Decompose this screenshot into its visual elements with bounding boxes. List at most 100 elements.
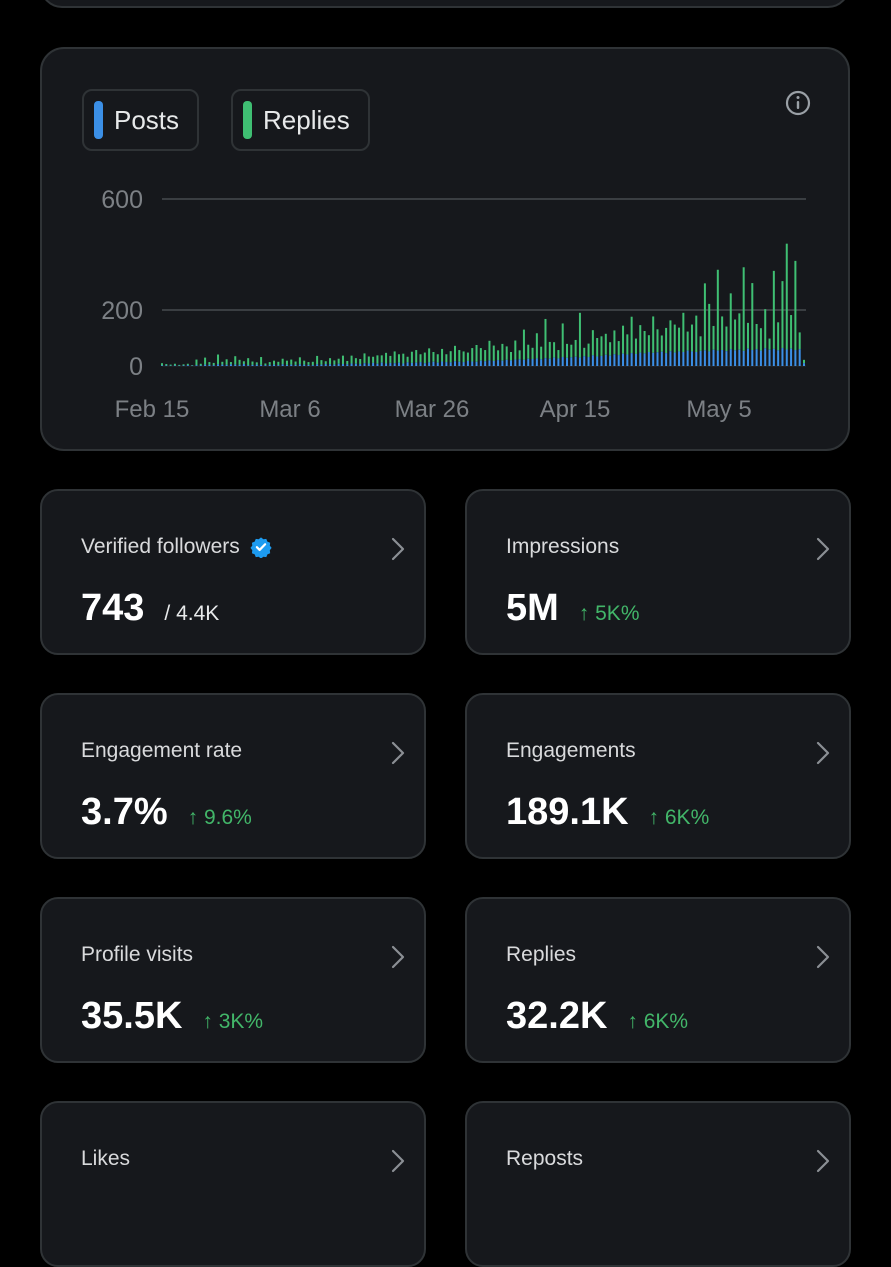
posts-bar bbox=[781, 348, 783, 366]
posts-bar bbox=[428, 362, 430, 366]
metric-card-verified-followers[interactable]: Verified followers 743 / 4.4K bbox=[40, 489, 426, 655]
replies-bar bbox=[687, 332, 689, 351]
posts-bar bbox=[411, 363, 413, 366]
replies-bar bbox=[674, 325, 676, 353]
posts-bar bbox=[372, 363, 374, 366]
replies-bar bbox=[437, 354, 439, 362]
posts-bar bbox=[389, 363, 391, 366]
metric-card-engagements[interactable]: Engagements 189.1K ↑ 6K% bbox=[465, 693, 851, 859]
metric-value: 35.5K bbox=[81, 995, 182, 1038]
posts-bar bbox=[773, 349, 775, 366]
replies-bar bbox=[803, 360, 805, 363]
metric-card-engagement-rate[interactable]: Engagement rate 3.7% ↑ 9.6% bbox=[40, 693, 426, 859]
posts-bar bbox=[725, 351, 727, 366]
posts-bar bbox=[639, 353, 641, 366]
replies-bar bbox=[420, 354, 422, 362]
posts-bar bbox=[376, 364, 378, 366]
replies-bar bbox=[631, 317, 633, 353]
posts-bar bbox=[575, 357, 577, 366]
y-tick-label: 600 bbox=[101, 186, 143, 214]
replies-bar bbox=[217, 355, 219, 365]
chevron-right-icon bbox=[815, 740, 831, 766]
metric-card-reposts[interactable]: Reposts bbox=[465, 1101, 851, 1267]
replies-bar bbox=[299, 357, 301, 364]
posts-bar bbox=[506, 360, 508, 366]
posts-bar bbox=[794, 350, 796, 366]
metric-label: Reposts bbox=[506, 1147, 583, 1171]
legend-posts-toggle[interactable]: Posts bbox=[82, 89, 199, 151]
replies-bar bbox=[799, 332, 801, 349]
replies-bar bbox=[239, 360, 241, 365]
replies-bar bbox=[247, 358, 249, 365]
replies-bar bbox=[488, 341, 490, 361]
replies-bar bbox=[540, 347, 542, 360]
replies-bar bbox=[381, 355, 383, 362]
replies-bar bbox=[260, 357, 262, 365]
posts-bar bbox=[398, 363, 400, 366]
chevron-right-icon bbox=[815, 1148, 831, 1174]
posts-bar bbox=[540, 359, 542, 366]
posts-bar bbox=[730, 349, 732, 366]
posts-bar bbox=[208, 365, 210, 366]
posts-bar bbox=[221, 365, 223, 366]
replies-bar bbox=[764, 309, 766, 348]
replies-bar bbox=[544, 319, 546, 358]
metric-label: Likes bbox=[81, 1147, 130, 1171]
replies-bar bbox=[730, 293, 732, 349]
replies-bar bbox=[441, 349, 443, 362]
metric-card-profile-visits[interactable]: Profile visits 35.5K ↑ 3K% bbox=[40, 897, 426, 1063]
posts-bar bbox=[678, 351, 680, 366]
posts-bar bbox=[195, 365, 197, 366]
posts-bar bbox=[385, 363, 387, 366]
posts-bar bbox=[187, 365, 189, 366]
posts-bar bbox=[635, 354, 637, 366]
posts-bar bbox=[320, 365, 322, 366]
posts-bar bbox=[657, 352, 659, 366]
posts-bar bbox=[299, 364, 301, 366]
metric-card-replies[interactable]: Replies 32.2K ↑ 6K% bbox=[465, 897, 851, 1063]
replies-bar bbox=[549, 342, 551, 359]
replies-bar bbox=[251, 362, 253, 365]
posts-bar bbox=[756, 349, 758, 366]
metric-card-likes[interactable]: Likes bbox=[40, 1101, 426, 1267]
replies-bar bbox=[458, 350, 460, 362]
replies-bar bbox=[394, 351, 396, 363]
replies-bar bbox=[454, 346, 456, 361]
posts-bar bbox=[669, 351, 671, 366]
replies-bar bbox=[652, 316, 654, 352]
posts-bar bbox=[514, 360, 516, 366]
posts-bar bbox=[476, 362, 478, 366]
y-tick-label: 200 bbox=[101, 297, 143, 325]
posts-bar bbox=[527, 359, 529, 366]
metric-card-impressions[interactable]: Impressions 5M ↑ 5K% bbox=[465, 489, 851, 655]
posts-bar bbox=[652, 353, 654, 366]
info-circle-icon[interactable] bbox=[784, 89, 812, 117]
posts-bar bbox=[471, 362, 473, 366]
posts-bar bbox=[420, 362, 422, 366]
posts-bar bbox=[312, 365, 314, 366]
posts-bar bbox=[674, 353, 676, 366]
replies-bar bbox=[372, 357, 374, 363]
posts-bar bbox=[700, 351, 702, 366]
posts-bar bbox=[445, 362, 447, 366]
posts-bar bbox=[622, 354, 624, 366]
replies-bar bbox=[264, 363, 266, 365]
replies-bar bbox=[501, 344, 503, 361]
posts-bar bbox=[760, 351, 762, 366]
replies-bar bbox=[208, 362, 210, 365]
posts-bar bbox=[644, 353, 646, 366]
posts-bar bbox=[277, 365, 279, 366]
metric-change: ↑ 5K% bbox=[579, 602, 640, 626]
posts-bar bbox=[713, 350, 715, 366]
legend-replies-toggle[interactable]: Replies bbox=[231, 89, 370, 151]
replies-bar bbox=[721, 316, 723, 350]
posts-bar bbox=[346, 364, 348, 366]
posts-bar bbox=[738, 350, 740, 366]
posts-bar bbox=[316, 364, 318, 366]
replies-bar bbox=[286, 361, 288, 365]
replies-bar bbox=[794, 261, 796, 350]
posts-bar bbox=[510, 360, 512, 366]
posts-bar bbox=[415, 363, 417, 366]
replies-bar bbox=[751, 283, 753, 350]
replies-bar bbox=[588, 344, 590, 357]
